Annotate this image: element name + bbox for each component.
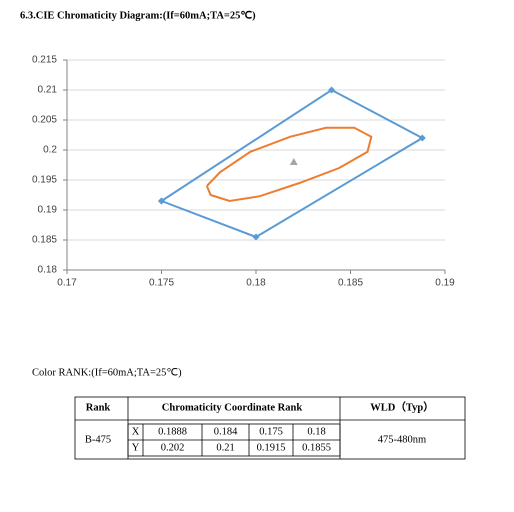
point-marker [328,86,336,94]
table-cell: 0.175 [259,426,283,437]
y-tick-label: 0.21 [38,85,58,96]
x-tick-label: 0.175 [149,278,174,289]
y-tick-label: 0.185 [32,235,57,246]
table-cell: 0.1855 [302,442,331,453]
table-header: Chromaticity Coordinate Rank [162,402,303,413]
x-tick-label: 0.185 [338,278,363,289]
point-marker [289,158,298,165]
table-header: Rank [86,402,111,413]
y-tick-label: 0.19 [38,205,58,216]
series-line [205,126,373,203]
x-tick-label: 0.17 [57,278,77,289]
y-tick-label: 0.18 [38,265,58,276]
y-tick-label: 0.205 [32,115,57,126]
title: 6.3.CIE Chromaticity Diagram:(If=60mA;TA… [20,9,256,21]
table [74,396,466,460]
point-marker [418,134,426,142]
table-cell: 0.1888 [158,426,187,437]
y-tick-label: 0.195 [32,175,57,186]
table-cell: Y [132,442,140,453]
x-tick-label: 0.18 [246,278,266,289]
table-cell: 0.21 [216,442,234,453]
table-header: WLD（Typ） [370,400,433,413]
table-cell: 475-480nm [378,434,426,445]
table-cell: 0.184 [214,426,238,437]
x-tick-label: 0.19 [435,278,455,289]
table-cell: X [132,426,140,437]
table-border [74,396,466,460]
subtitle: Color RANK:(If=60mA;TA=25℃) [32,367,182,378]
table-cell: 0.202 [161,442,185,453]
y-tick-label: 0.215 [32,55,57,66]
table-cell: 0.1915 [257,442,286,453]
table-cell: 0.18 [307,426,325,437]
point-marker [252,233,260,241]
table-cell: B-475 [85,434,111,445]
point-marker [158,197,165,205]
y-tick-label: 0.2 [43,145,57,156]
